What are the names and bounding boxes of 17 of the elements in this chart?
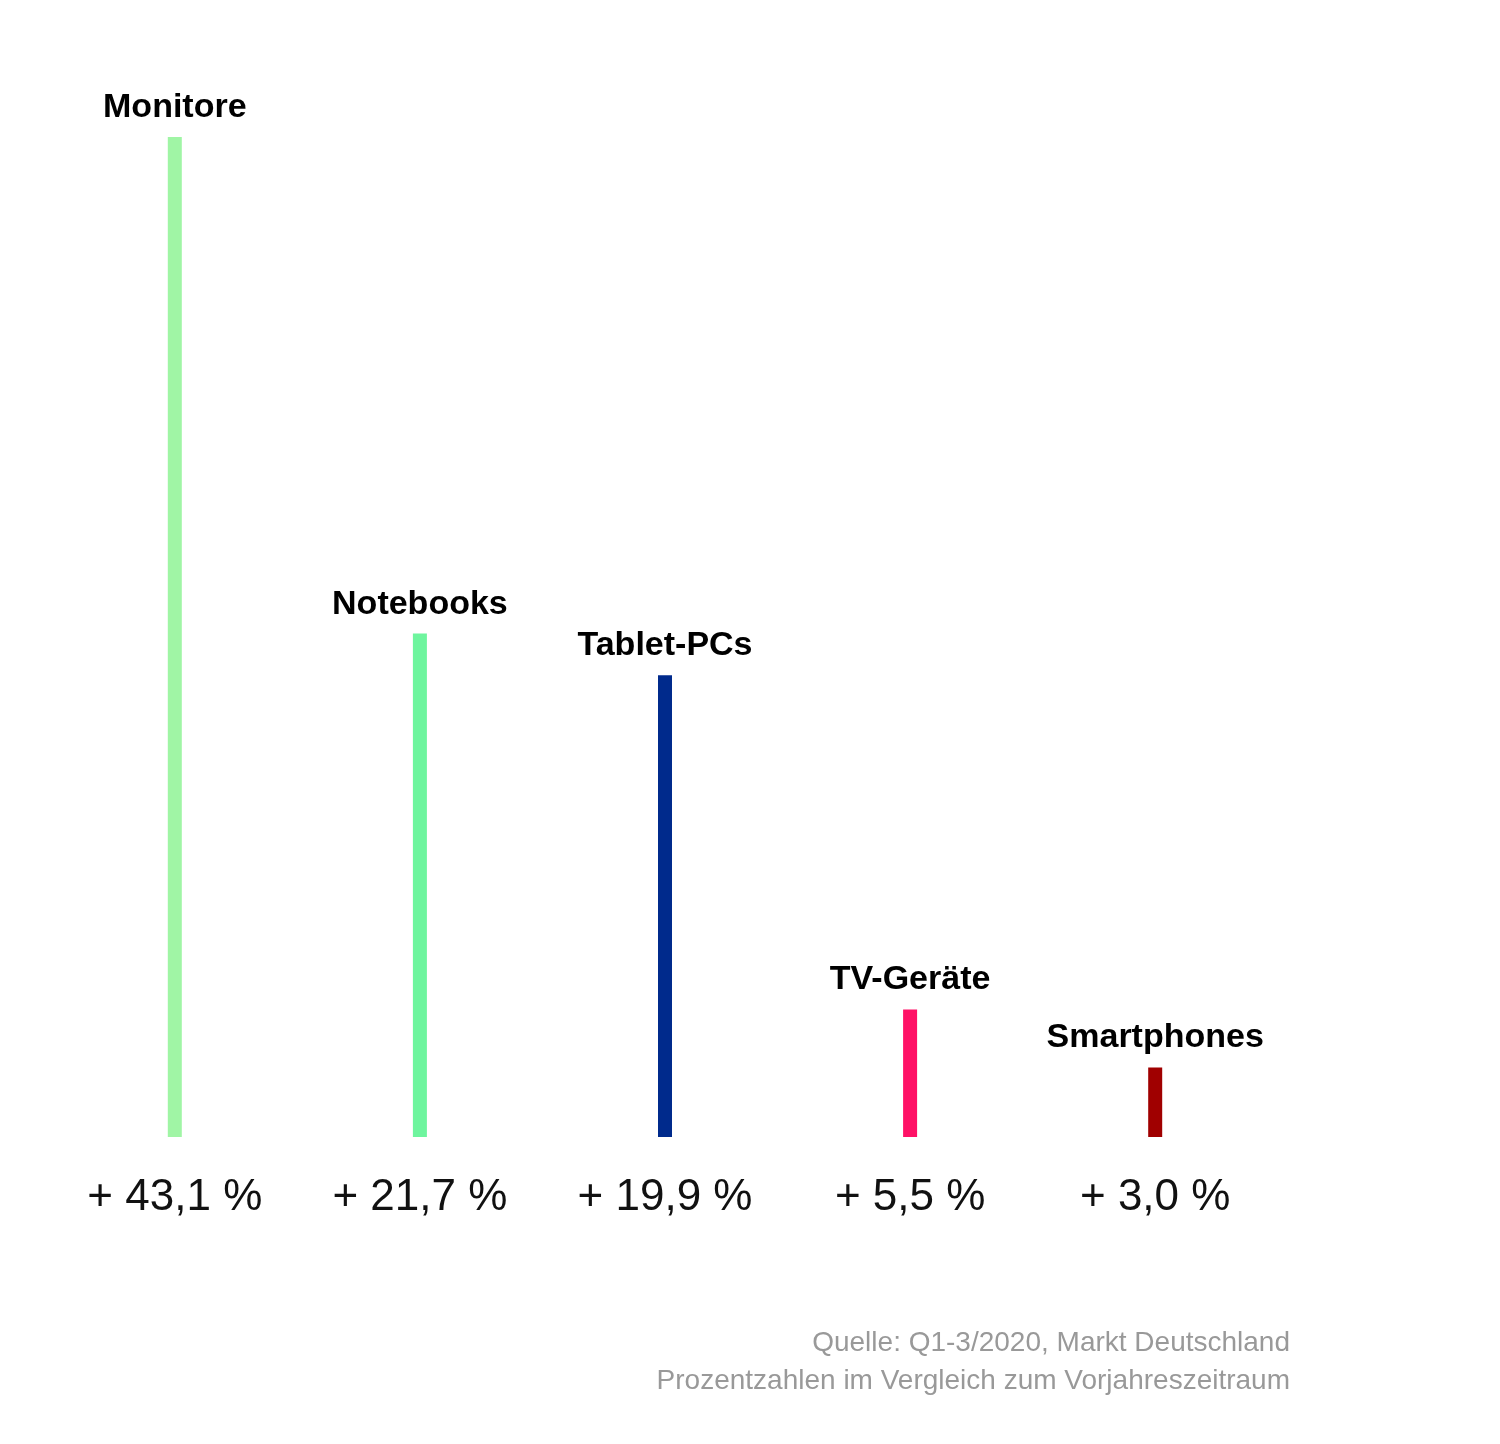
bar <box>903 1009 918 1137</box>
x-tick-label: Notebooks <box>332 582 508 621</box>
text: Prozentzahlen im Vergleich zum Vorjahreszeitraum <box>656 1364 1290 1395</box>
bar <box>1148 1067 1163 1137</box>
x-tick-label: Monitore <box>103 86 247 124</box>
bar <box>412 633 427 1137</box>
data-label: + 5,5 % <box>834 1170 986 1219</box>
x-tick-label: Tablet-PCs <box>577 624 753 663</box>
bar <box>658 675 672 1137</box>
data-label: + 3,0 % <box>1079 1170 1231 1219</box>
x-tick-label: Smartphones <box>1046 1016 1264 1055</box>
bar <box>167 137 182 1137</box>
data-label: + 21,7 % <box>332 1170 508 1219</box>
data-label: + 43,1 % <box>87 1170 263 1219</box>
source-note: Quelle: Q1-3/2020, Markt Deutschland <box>812 1326 1290 1357</box>
x-tick-label: TV-Geräte <box>829 958 991 997</box>
data-label: + 19,9 % <box>577 1170 753 1219</box>
